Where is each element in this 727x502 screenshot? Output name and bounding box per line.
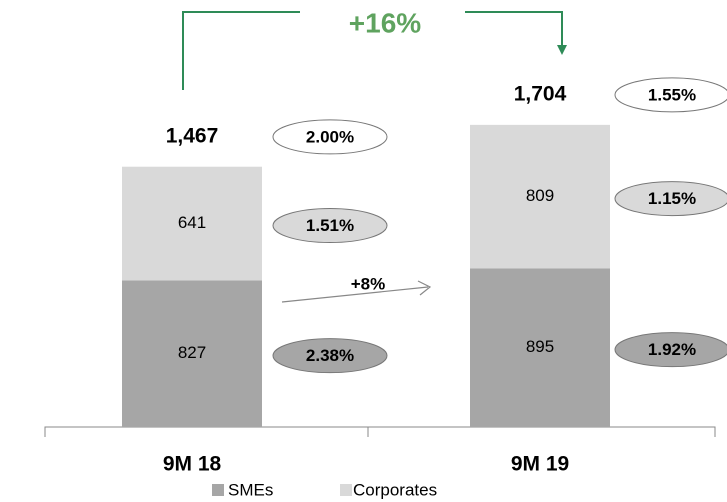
- bar-segment: [122, 280, 262, 427]
- bar-segment: [470, 124, 610, 269]
- x-tick-label: 9M 19: [511, 453, 569, 476]
- rate-label: 2.38%: [306, 346, 354, 365]
- segment-label: 895: [526, 337, 554, 356]
- rate-label: 1.15%: [648, 189, 696, 208]
- rate-label: 1.51%: [306, 216, 354, 235]
- rate-label: 2.00%: [306, 127, 354, 146]
- growth-bracket: [182, 11, 562, 90]
- segment-label: 641: [178, 213, 206, 232]
- rate-bubble: [614, 181, 727, 217]
- rate-bubble: [272, 338, 388, 374]
- total-label: 1,467: [166, 124, 219, 147]
- bar-segment: [122, 166, 262, 281]
- sme-arrow: [281, 280, 432, 303]
- segment-label: 827: [178, 343, 206, 362]
- segment-label: 809: [526, 186, 554, 205]
- rate-label: 1.92%: [648, 340, 696, 359]
- x-axis: [44, 426, 716, 437]
- rate-label: 1.55%: [648, 85, 696, 104]
- growth-label: +16%: [349, 7, 421, 38]
- rate-bubble: [272, 119, 388, 155]
- legend-label: SMEs: [228, 480, 273, 499]
- x-tick-label: 9M 18: [163, 453, 222, 476]
- bar-segment: [470, 268, 610, 427]
- rate-bubble: [272, 208, 388, 244]
- rate-bubble: [614, 77, 727, 113]
- rate-bubble: [614, 332, 727, 368]
- sme-growth-label: +8%: [351, 274, 386, 293]
- legend-swatch: [340, 484, 352, 496]
- total-label: 1,704: [514, 82, 567, 105]
- legend-swatch: [212, 484, 224, 496]
- legend-label: Corporates: [353, 480, 437, 499]
- axis: [44, 426, 716, 437]
